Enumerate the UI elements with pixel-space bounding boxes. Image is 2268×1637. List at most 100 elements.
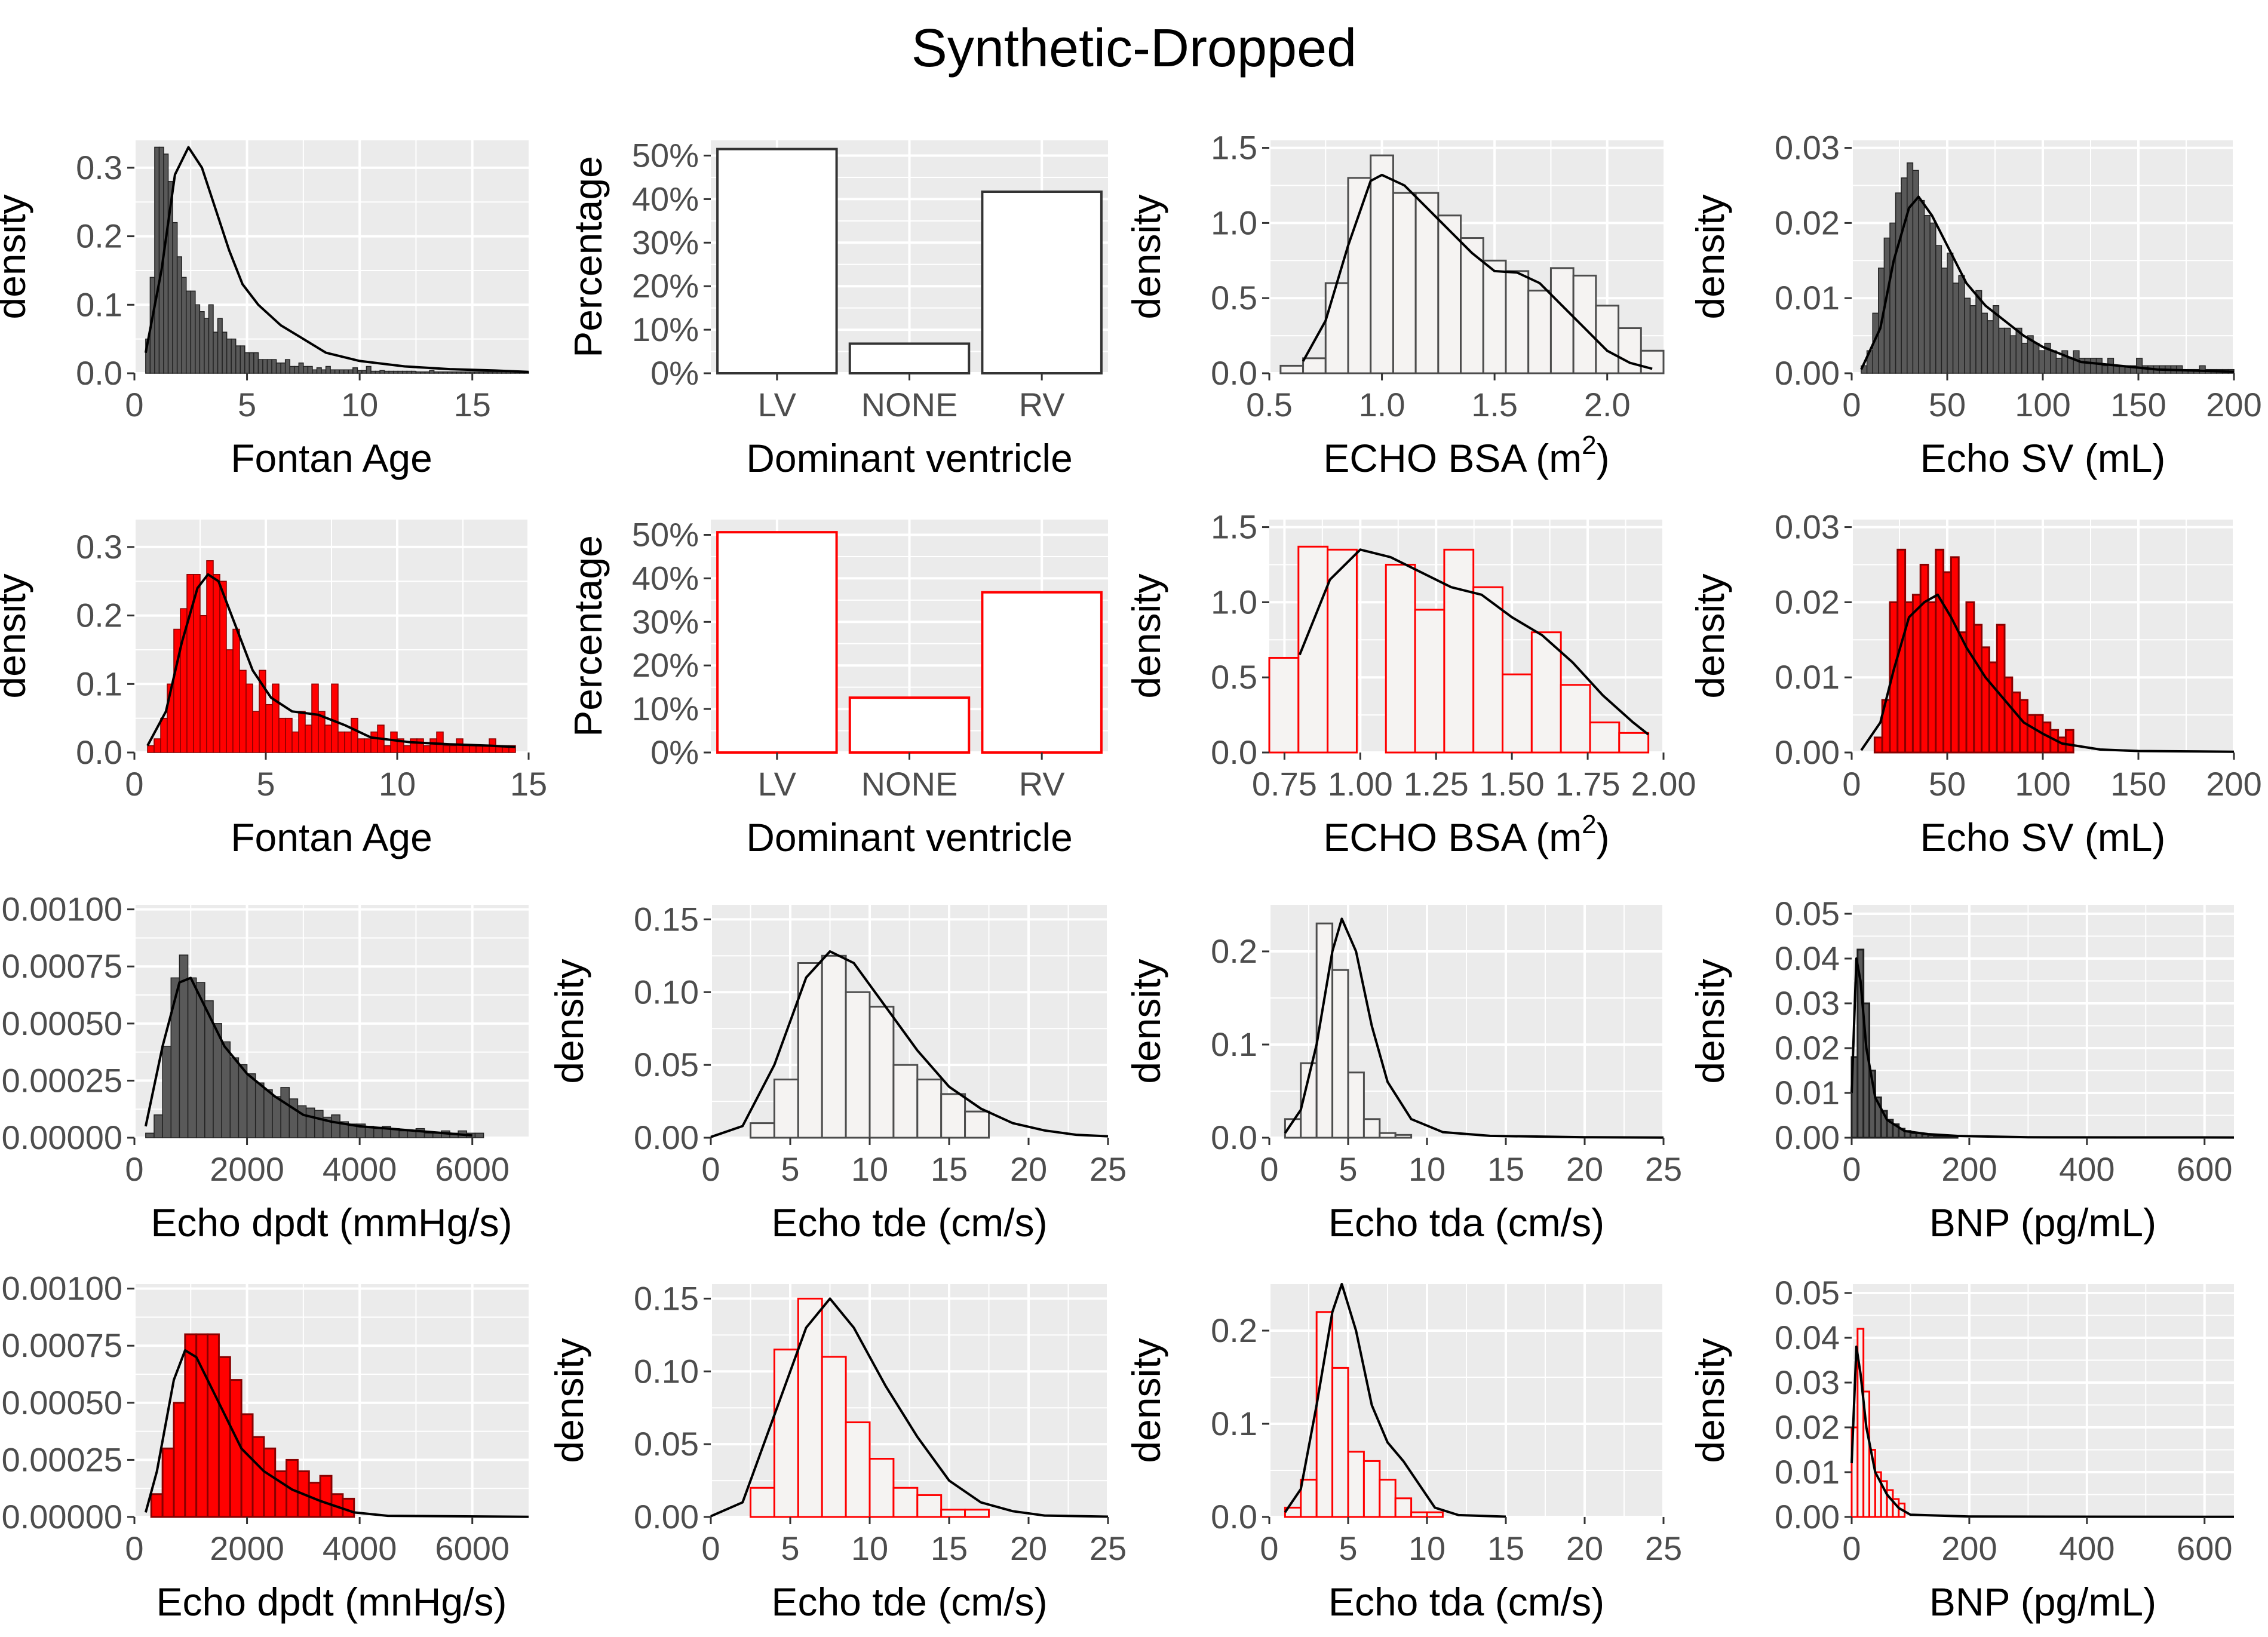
- y-tick-label: 0.00050: [2, 1384, 122, 1421]
- x-tick-label: 5: [238, 386, 256, 423]
- histogram-bar: [1302, 357, 1327, 374]
- x-axis-label: Dominant ventricle: [746, 436, 1073, 480]
- x-tick-label: 5: [781, 1529, 799, 1567]
- x-tick-label: LV: [758, 386, 797, 423]
- x-tick-label: 0: [701, 1529, 720, 1567]
- histogram-bar: [496, 371, 502, 374]
- x-tick-label: 200: [1941, 1529, 1997, 1567]
- histogram-bar: [424, 371, 430, 374]
- histogram-bar: [344, 731, 352, 753]
- histogram-bar: [181, 277, 187, 374]
- y-axis-label: Percentage: [566, 156, 610, 358]
- y-tick-label: 0.02: [1775, 1029, 1840, 1067]
- histogram-bar: [1331, 969, 1349, 1139]
- y-tick-label: 0.00000: [2, 1119, 122, 1156]
- histogram-bar: [239, 669, 247, 753]
- y-tick-label: 0.15: [634, 900, 699, 938]
- histogram-bar: [1595, 305, 1620, 374]
- x-tick-label: 50: [1929, 765, 1966, 803]
- y-tick-label: 0.2: [76, 597, 122, 634]
- histogram-bar: [964, 1110, 990, 1139]
- histogram-bar: [1981, 312, 1988, 374]
- x-tick-label: 10: [851, 1150, 888, 1188]
- histogram-bar: [1392, 192, 1417, 374]
- y-axis-label: density: [547, 1338, 591, 1463]
- density-curve: [146, 573, 516, 748]
- histogram-bar: [351, 717, 358, 753]
- histogram-bar: [892, 1486, 919, 1518]
- x-tick-label: 4000: [323, 1150, 397, 1188]
- histogram-bar: [271, 359, 277, 374]
- histogram-bar: [2067, 358, 2074, 374]
- histogram-bar: [1385, 563, 1416, 754]
- histogram-bar: [845, 991, 871, 1139]
- histogram-bar: [204, 318, 210, 374]
- histogram-bar: [1300, 1479, 1318, 1518]
- histogram-bar: [452, 371, 458, 374]
- histogram-bar: [2113, 365, 2120, 374]
- histogram-bar: [324, 724, 332, 753]
- histogram-bar: [462, 745, 470, 753]
- histogram-bar: [449, 745, 457, 753]
- histogram-bar: [254, 1082, 265, 1138]
- y-tick-label: 0.00: [634, 1498, 699, 1535]
- histogram-bar: [2095, 358, 2103, 374]
- histogram-bar: [1958, 275, 1965, 374]
- y-tick-label: 0.1: [76, 285, 122, 323]
- histogram-bar: [370, 731, 378, 753]
- y-tick-label: 0.02: [1775, 583, 1840, 621]
- histogram-bar: [321, 369, 327, 374]
- histogram-bar: [366, 366, 372, 374]
- x-tick-label: 0: [125, 1150, 143, 1188]
- x-tick-label: 10: [851, 1529, 888, 1567]
- x-tick-label: 10: [379, 765, 416, 803]
- histogram-bar: [1379, 1479, 1397, 1518]
- x-tick-label: 10: [341, 386, 378, 423]
- histogram-bar: [274, 1470, 288, 1518]
- subplot-7: 0.75 1.00 1.25 1.50 1.75 2.00 0.0 0.5 1.0 1.5 ECHO…: [1124, 508, 1696, 859]
- histogram-bar: [1527, 290, 1552, 374]
- y-axis-label: density: [1124, 1338, 1168, 1463]
- x-tick-label: 5: [1339, 1529, 1357, 1567]
- histogram-bar: [307, 366, 313, 374]
- histogram-bar: [1918, 199, 1925, 374]
- histogram-bar: [231, 338, 237, 374]
- histogram-bar: [280, 1087, 290, 1138]
- y-tick-label: 0.2: [1211, 1312, 1257, 1349]
- histogram-bar: [1414, 192, 1440, 374]
- histogram-bar: [280, 363, 286, 374]
- histogram-bar: [398, 1130, 409, 1138]
- histogram-bar: [1996, 624, 2006, 754]
- histogram-bar: [397, 370, 403, 374]
- histogram-bar: [263, 1089, 273, 1138]
- histogram-bar: [797, 1297, 823, 1518]
- y-tick-label: 10%: [632, 311, 699, 348]
- histogram-bar: [2033, 342, 2040, 374]
- histogram-bar: [185, 290, 192, 374]
- subplot-8: 0 50 100 150 200 0.00 0.01 0.02 0.03 Echo SV (mL)…: [1688, 508, 2262, 859]
- histogram-bar: [411, 370, 417, 374]
- histogram-bar: [284, 359, 290, 374]
- histogram-bar: [406, 370, 412, 374]
- x-tick-label: 50: [1929, 386, 1966, 423]
- subplot-6: LV NONE RV 0% 10% 20% 30% 40% 50% Dominant ventri…: [566, 516, 1108, 859]
- histogram-bar: [474, 1132, 484, 1138]
- x-tick-label: 5: [256, 765, 275, 803]
- x-tick-label: 20: [1010, 1529, 1047, 1567]
- y-tick-label: 0.00100: [2, 890, 122, 928]
- histogram-bar: [208, 304, 214, 374]
- histogram-bar: [348, 369, 354, 374]
- histogram-bar: [1426, 1511, 1444, 1518]
- histogram-bar: [240, 345, 245, 374]
- histogram-bar: [1895, 192, 1902, 374]
- histogram-bar: [213, 331, 219, 374]
- histogram-bar: [364, 738, 372, 753]
- y-tick-label: 0.03: [1775, 1363, 1840, 1401]
- x-tick-label: NONE: [861, 386, 958, 423]
- y-tick-label: 0.01: [1775, 1074, 1840, 1111]
- histogram-bar: [154, 146, 160, 374]
- histogram-bar: [475, 745, 483, 753]
- histogram-bar: [2084, 358, 2091, 374]
- histogram-bar: [244, 352, 250, 374]
- x-tick-label: 1.50: [1480, 765, 1545, 803]
